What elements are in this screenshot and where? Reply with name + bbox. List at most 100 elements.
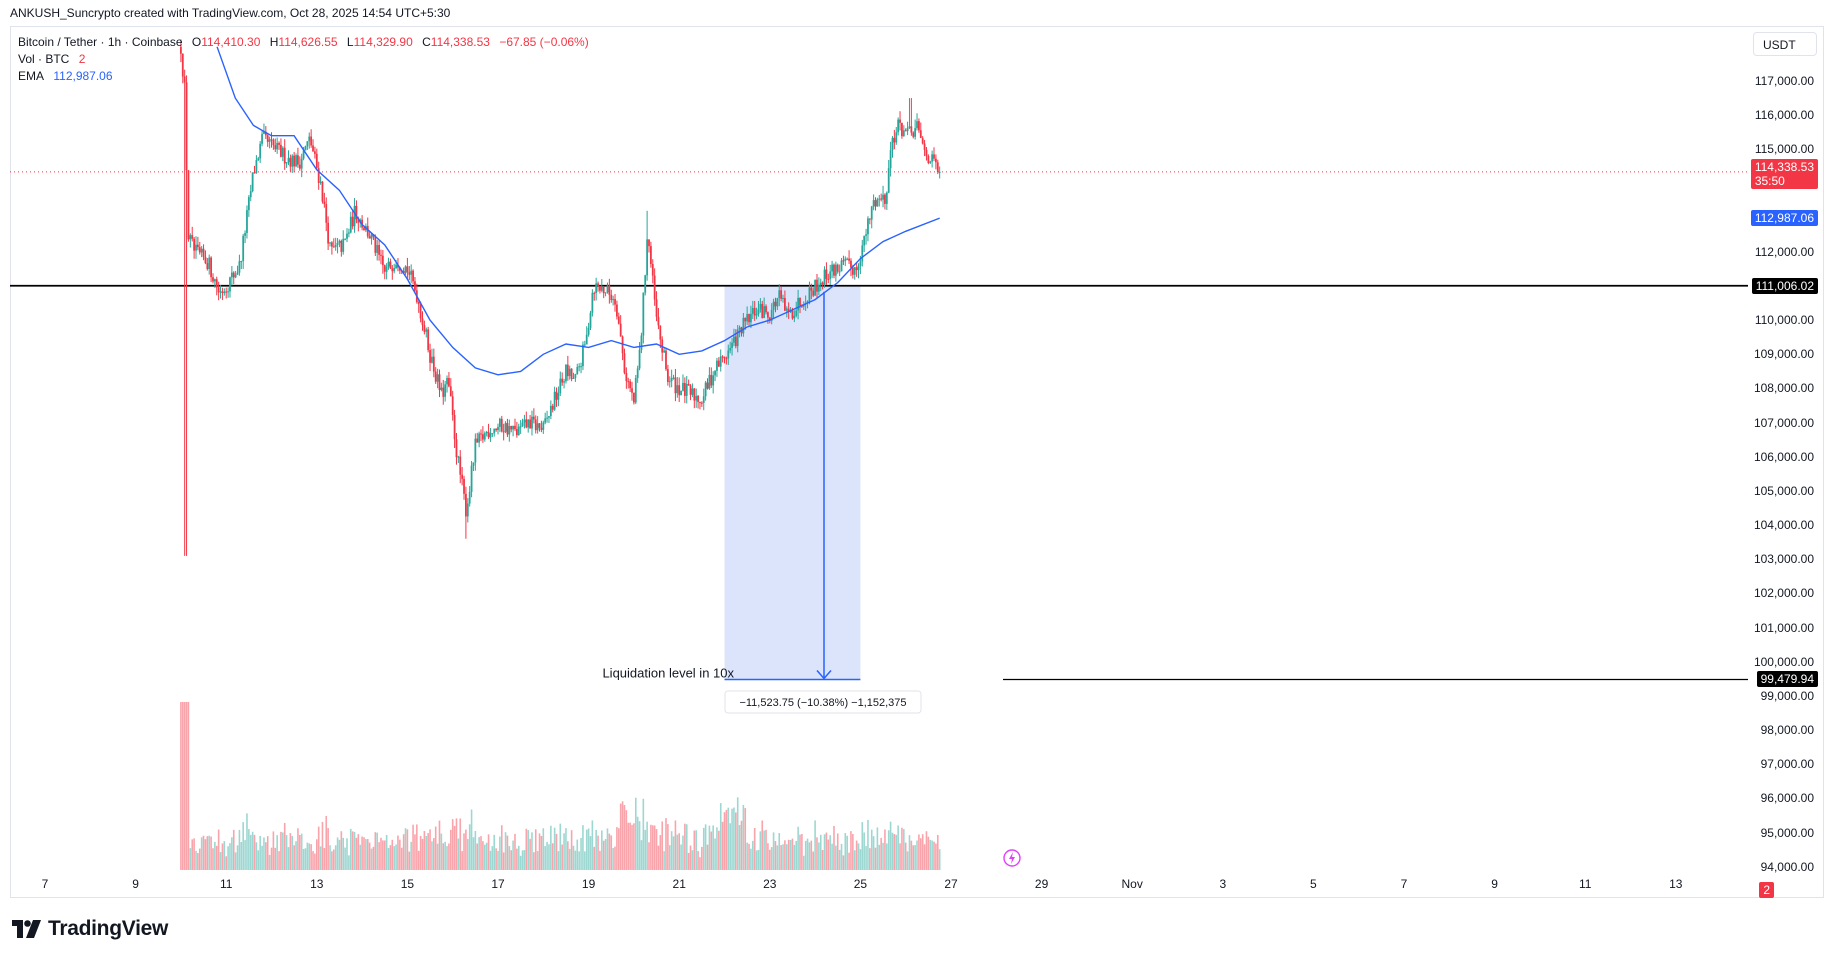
candle (827, 273, 830, 284)
candle-body (295, 155, 297, 167)
candle-body (834, 264, 837, 276)
candle-body (548, 416, 550, 418)
candle (591, 289, 594, 317)
candle (938, 166, 941, 179)
candle (831, 260, 833, 279)
candle (599, 285, 601, 294)
volume-bar (938, 849, 941, 870)
volume-bar (891, 832, 894, 870)
candle-body (899, 119, 901, 123)
volume-bar (763, 830, 765, 870)
volume-bar (599, 850, 601, 870)
candle-body (583, 344, 586, 346)
volume-bar (791, 838, 794, 870)
candle (910, 98, 913, 136)
time-tick-label: 7 (1401, 877, 1408, 891)
volume-bar (551, 843, 554, 870)
candle (714, 370, 716, 382)
candle-body (717, 360, 720, 367)
volume-bar (802, 855, 805, 870)
candle-body (300, 158, 303, 169)
candle-body (544, 418, 547, 423)
candle-body (206, 263, 209, 270)
candle (566, 355, 569, 381)
volume-bar (878, 844, 881, 870)
price-axis[interactable]: 117,000.00 116,000.00 115,000.00 112,000.00… (1748, 26, 1824, 898)
candle-body (616, 304, 618, 317)
candle-body (823, 269, 826, 285)
candle-body (374, 236, 377, 253)
volume-bar (718, 830, 720, 870)
candle-body (289, 157, 292, 167)
candle-body (844, 258, 847, 261)
volume-bar (202, 835, 205, 870)
candle (838, 264, 841, 277)
volume-bar (689, 845, 692, 870)
volume-bar (455, 818, 458, 870)
candle (353, 198, 356, 233)
tradingview-logo[interactable]: TradingView (12, 916, 168, 942)
candle (887, 159, 890, 194)
candle-body (546, 417, 548, 419)
volume-bar (397, 835, 399, 870)
candle (531, 410, 533, 436)
volume-bar (248, 829, 250, 870)
candle (727, 344, 730, 365)
candle-body (623, 353, 626, 373)
candle-body (578, 366, 581, 368)
candle-body (482, 434, 484, 440)
candle (774, 297, 777, 313)
volume-bar (752, 840, 754, 870)
volume-bar (425, 836, 428, 870)
candle (561, 372, 564, 386)
candle-body (908, 126, 911, 128)
candle-body (802, 304, 805, 307)
candle-body (517, 426, 520, 436)
time-tick-label: 19 (582, 877, 596, 891)
volume-bar (719, 803, 722, 870)
volume-bar (920, 838, 922, 870)
candle-body (185, 82, 188, 171)
volume-bar (340, 831, 343, 870)
candle-body (827, 278, 830, 280)
volume-bar (338, 839, 341, 870)
candle (223, 288, 226, 296)
legend-symbol[interactable]: Bitcoin / Tether · 1h · Coinbase (18, 35, 183, 49)
currency-button[interactable]: USDT (1753, 32, 1817, 56)
volume-bar (380, 837, 382, 870)
legend-ema-value: 112,987.06 (53, 69, 113, 83)
volume-bar (908, 835, 911, 870)
volume-bar (812, 851, 815, 870)
volume-bar (317, 826, 320, 870)
candle-body (687, 383, 690, 386)
candle (381, 250, 384, 274)
candle (670, 369, 673, 388)
candle (751, 300, 754, 320)
candle (449, 378, 452, 397)
legend-volume-row[interactable]: Vol · BTC 2 (18, 51, 589, 68)
volume-bar (533, 852, 535, 870)
volume-bar (874, 847, 877, 870)
candle-body (293, 155, 296, 167)
candle-body (465, 493, 467, 517)
volume-bar (489, 850, 492, 870)
candle-body (198, 247, 201, 253)
volume-bar (931, 840, 933, 870)
volume-bar (206, 836, 209, 870)
candle (906, 121, 909, 136)
candle (763, 297, 766, 319)
candle-body (395, 264, 397, 269)
volume-bar (429, 829, 431, 870)
candle-body (870, 206, 873, 220)
candle (729, 341, 732, 354)
candle-body (559, 378, 562, 394)
volume-bar (529, 838, 531, 870)
candle-body (510, 426, 513, 430)
candle-body (680, 390, 682, 396)
legend-ema-row[interactable]: EMA 112,987.06 (18, 68, 589, 85)
volume-bar (757, 849, 760, 870)
candle-body (761, 303, 764, 318)
candle-body (576, 367, 579, 375)
candle (468, 486, 471, 507)
